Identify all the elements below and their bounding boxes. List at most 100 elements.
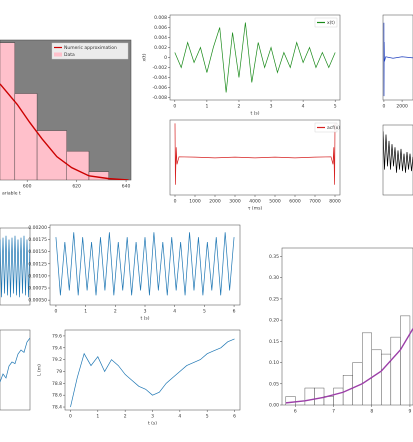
y-tick-label: 0.00075 [28, 286, 47, 292]
x-tick-label: 2000 [396, 104, 408, 110]
data-line [70, 338, 235, 408]
y-tick-label: 0.30 [269, 275, 279, 281]
x-tick-label: 7000 [309, 199, 321, 205]
x-tick-label: 600 [23, 184, 32, 190]
y-tick-label: 0.00150 [28, 249, 47, 255]
histogram-bar [323, 396, 334, 405]
x-tick-label: 5 [334, 104, 337, 110]
legend-label: acf(x) [327, 125, 340, 131]
y-tick-label: 78.6 [52, 393, 62, 399]
x-tick-label: 2 [124, 414, 127, 420]
histogram-bar [285, 396, 296, 405]
y-tick-label: 0.25 [269, 296, 279, 302]
x-tick-label: 0 [382, 104, 385, 110]
plot-area [174, 123, 336, 185]
x-tick-label: 1000 [189, 199, 201, 205]
x-tick-label: 7 [332, 409, 335, 415]
y-axis-label: L (m) [37, 364, 43, 376]
x-tick-label: 640 [122, 184, 131, 190]
data-line [55, 232, 235, 296]
y-tick-label: -0.008 [152, 95, 167, 101]
y-tick-label: -0.006 [152, 85, 167, 91]
y-tick-label: 0 [164, 55, 167, 61]
x-tick-label: 3 [270, 104, 273, 110]
y-tick-label: 79 [56, 369, 62, 375]
x-tick-label: 5000 [269, 199, 281, 205]
data-line [0, 337, 30, 383]
data-line [285, 328, 413, 404]
plot-area [0, 235, 30, 298]
data-line [0, 83, 129, 180]
plot-area [174, 22, 336, 93]
histogram-bar [400, 315, 411, 405]
x-tick-label: 1 [205, 104, 208, 110]
x-tick-label: 6 [233, 309, 236, 315]
y-tick-label: 79.6 [52, 333, 62, 339]
x-tick-label: 4 [173, 309, 176, 315]
x-tick-label: 0 [173, 104, 176, 110]
x-tick-label: 4 [302, 104, 305, 110]
histogram-bar [333, 387, 344, 405]
y-tick-label: 0.00050 [28, 298, 47, 304]
y-tick-label: 0.10 [269, 360, 279, 366]
legend-label: x(t) [327, 20, 335, 26]
x-tick-label: 0 [55, 309, 58, 315]
y-tick-label: 0.20 [269, 318, 279, 324]
y-tick-label: 79.4 [52, 345, 62, 351]
plot-frame [0, 329, 31, 411]
plot-area [383, 131, 413, 173]
legend-box [314, 17, 338, 28]
x-tick-label: 3 [151, 414, 154, 420]
x-tick-label: 6 [233, 414, 236, 420]
y-tick-label: 0.00 [269, 403, 279, 409]
legend-label: Data [64, 52, 75, 58]
x-tick-label: 620 [72, 184, 81, 190]
y-tick-label: 0.15 [269, 339, 279, 345]
x-tick-label: 0 [69, 414, 72, 420]
x-axis-label: ariable t [2, 191, 21, 197]
x-tick-label: 2 [114, 309, 117, 315]
data-line [174, 22, 336, 93]
y-tick-label: 0.05 [269, 381, 279, 387]
histogram-bar [362, 332, 372, 405]
x-axis-label: t (s) [148, 421, 157, 427]
x-tick-label: 1 [96, 414, 99, 420]
histogram-bar [66, 150, 90, 180]
legend-swatch [54, 52, 62, 57]
x-tick-label: 0 [174, 199, 177, 205]
plot-frame [64, 329, 241, 411]
histogram-bar [390, 336, 401, 405]
x-tick-label: 6000 [289, 199, 301, 205]
y-tick-label: 0.00100 [28, 273, 47, 279]
x-tick-label: 8 [370, 409, 373, 415]
x-axis-label: t (s) [140, 316, 149, 322]
x-tick-label: 3000 [229, 199, 241, 205]
y-tick-label: 0.008 [154, 15, 167, 21]
x-axis-label: τ (ms) [248, 206, 263, 212]
y-tick-label: 78.8 [52, 381, 62, 387]
legend-box [51, 42, 129, 60]
y-tick-label: 0.00200 [28, 225, 47, 231]
histogram-bar [314, 387, 325, 405]
x-tick-label: 2 [238, 104, 241, 110]
x-tick-label: 4000 [249, 199, 261, 205]
x-tick-label: 3 [144, 309, 147, 315]
y-tick-label: 0.00175 [28, 237, 47, 243]
y-tick-label: -0.004 [152, 75, 167, 81]
y-tick-label: 0.004 [154, 35, 167, 41]
x-tick-label: 9 [409, 409, 412, 415]
legend-label: Numeric approximation [64, 45, 117, 51]
y-tick-label: 0.35 [269, 254, 279, 260]
y-tick-label: 0.00125 [28, 261, 47, 267]
data-line [174, 123, 336, 185]
data-line [0, 235, 30, 298]
x-tick-label: 4 [178, 414, 181, 420]
y-tick-label: 0.006 [154, 25, 167, 31]
plot-area [55, 232, 235, 296]
data-line [383, 22, 413, 97]
histogram-bar [371, 349, 382, 405]
plot-area [0, 337, 30, 383]
x-tick-label: 6 [294, 409, 297, 415]
x-tick-label: 8000 [329, 199, 341, 205]
